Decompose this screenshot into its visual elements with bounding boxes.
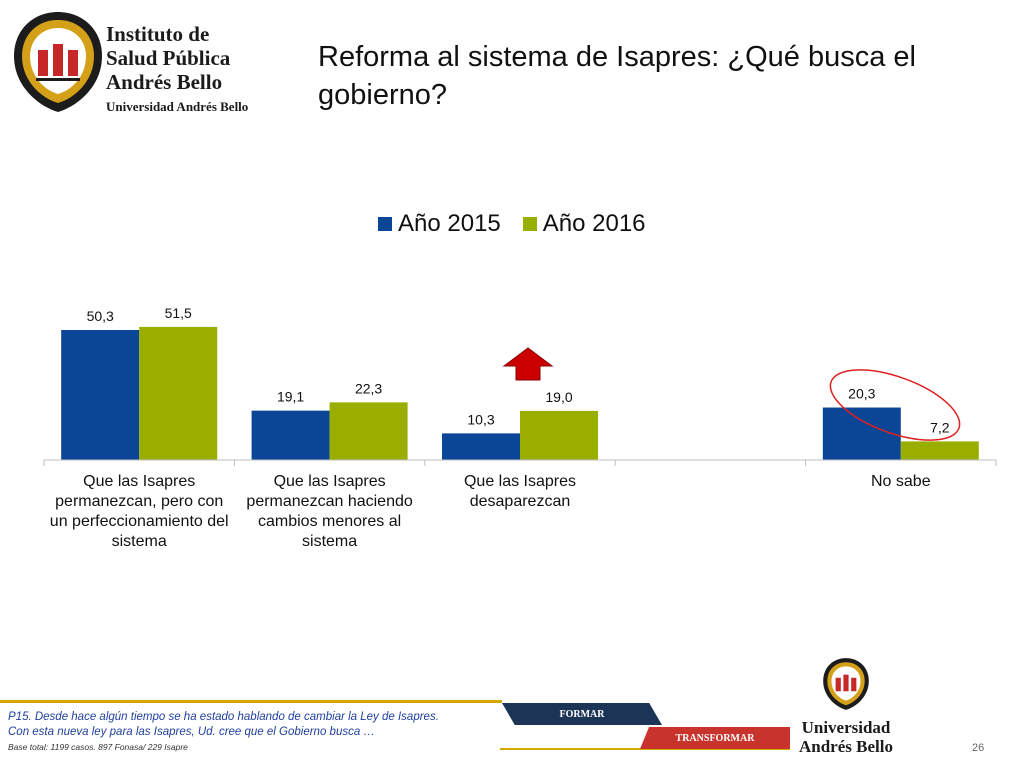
page-title: Reforma al sistema de Isapres: ¿Qué busc… [318, 41, 916, 111]
data-label-2016-cat-2: 19,0 [545, 389, 572, 405]
category-label-1-line-3: sistema [302, 533, 357, 550]
increase-arrow-icon [502, 347, 554, 381]
bar-chart: 50,3 51,5 19,1 22,3 10,3 19,0 20,3 7,2 Que las … [43, 305, 997, 550]
logo-line-2: Salud Pública [106, 46, 231, 70]
university-name-1: Universidad [801, 718, 891, 737]
bar-2015-cat-1 [251, 410, 330, 460]
category-label-2-line-1: desaparezcan [470, 493, 571, 510]
bar-2016-cat-0 [139, 326, 218, 460]
logo-line-3: Andrés Bello [106, 70, 223, 94]
page-number: 26 [972, 742, 985, 754]
data-label-2015-cat-2: 10,3 [467, 411, 494, 427]
category-label-0-line-1: permanezcan, pero con [55, 493, 223, 510]
legend-swatch-2015 [378, 217, 392, 231]
footer-note: P15. Desde hace algún tiempo se ha estad… [8, 710, 498, 755]
legend-label-2016: Año 2016 [542, 210, 646, 237]
bars-layer [61, 326, 979, 460]
highlight-ellipse [829, 369, 961, 441]
bar-2016-cat-2 [520, 410, 598, 460]
category-label-0-line-3: sistema [112, 533, 167, 550]
bar-2015-cat-0 [61, 330, 140, 460]
university-logo: Universidad Andrés Bello [796, 656, 896, 756]
category-label-2-line-0: Que las Isapres [464, 473, 576, 490]
category-label-1-line-1: permanezcan haciendo [246, 493, 412, 510]
legend-item-2015: Año 2015 [378, 210, 501, 238]
category-label-0-line-2: un perfeccionamiento del [50, 513, 229, 530]
institute-logo [8, 8, 288, 120]
data-label-2016-cat-1: 22,3 [355, 380, 382, 396]
category-label-4-line-0: No sabe [871, 473, 931, 490]
banner-formar: FORMAR [502, 703, 662, 725]
legend-swatch-2016 [522, 217, 537, 231]
bar-2015-cat-4 [822, 407, 901, 460]
category-label-1-line-0: Que las Isapres [274, 473, 386, 490]
logo-line-4: Universidad Andrés Bello [106, 99, 249, 114]
footer-divider-2 [500, 748, 790, 750]
banner-transformar: TRANSFORMAR [640, 727, 790, 749]
legend-item-2016: Año 2016 [522, 210, 646, 238]
x-axis: Que las Isapres permanezcan, pero con un p… [43, 459, 997, 550]
legend-label-2015: Año 2015 [398, 210, 501, 237]
bar-2016-cat-1 [329, 402, 408, 460]
bar-2016-cat-4 [900, 441, 979, 460]
logo-line-1: Instituto de [106, 22, 210, 46]
footer-divider [0, 700, 502, 703]
annotations [502, 347, 961, 441]
institute-name: Instituto de Salud Pública Andrés Bello … [106, 22, 248, 116]
institute-shield-icon [14, 12, 102, 112]
data-labels-layer: 50,3 51,5 19,1 22,3 10,3 19,0 20,3 7,2 [87, 305, 950, 435]
question-text: P15. Desde hace algún tiempo se ha estad… [8, 711, 439, 723]
category-label-1-line-2: cambios menores al [258, 513, 401, 530]
sample-base: Base total: 1199 casos. 897 Fonasa/ 229 … [8, 742, 188, 752]
data-label-2016-cat-4: 7,2 [930, 419, 950, 435]
data-label-2016-cat-0: 51,5 [165, 305, 192, 321]
data-label-2015-cat-1: 19,1 [277, 389, 304, 405]
data-label-2015-cat-4: 20,3 [848, 386, 875, 402]
bar-2015-cat-2 [442, 433, 520, 460]
chart-legend: Año 2015 Año 2016 [378, 210, 646, 238]
category-label-0-line-0: Que las Isapres [83, 473, 195, 490]
data-label-2015-cat-0: 50,3 [87, 308, 114, 324]
university-name-2: Andrés Bello [799, 737, 893, 756]
university-shield-icon [823, 658, 869, 710]
question-text-2: Con esta nueva ley para las Isapres, Ud.… [8, 726, 375, 738]
